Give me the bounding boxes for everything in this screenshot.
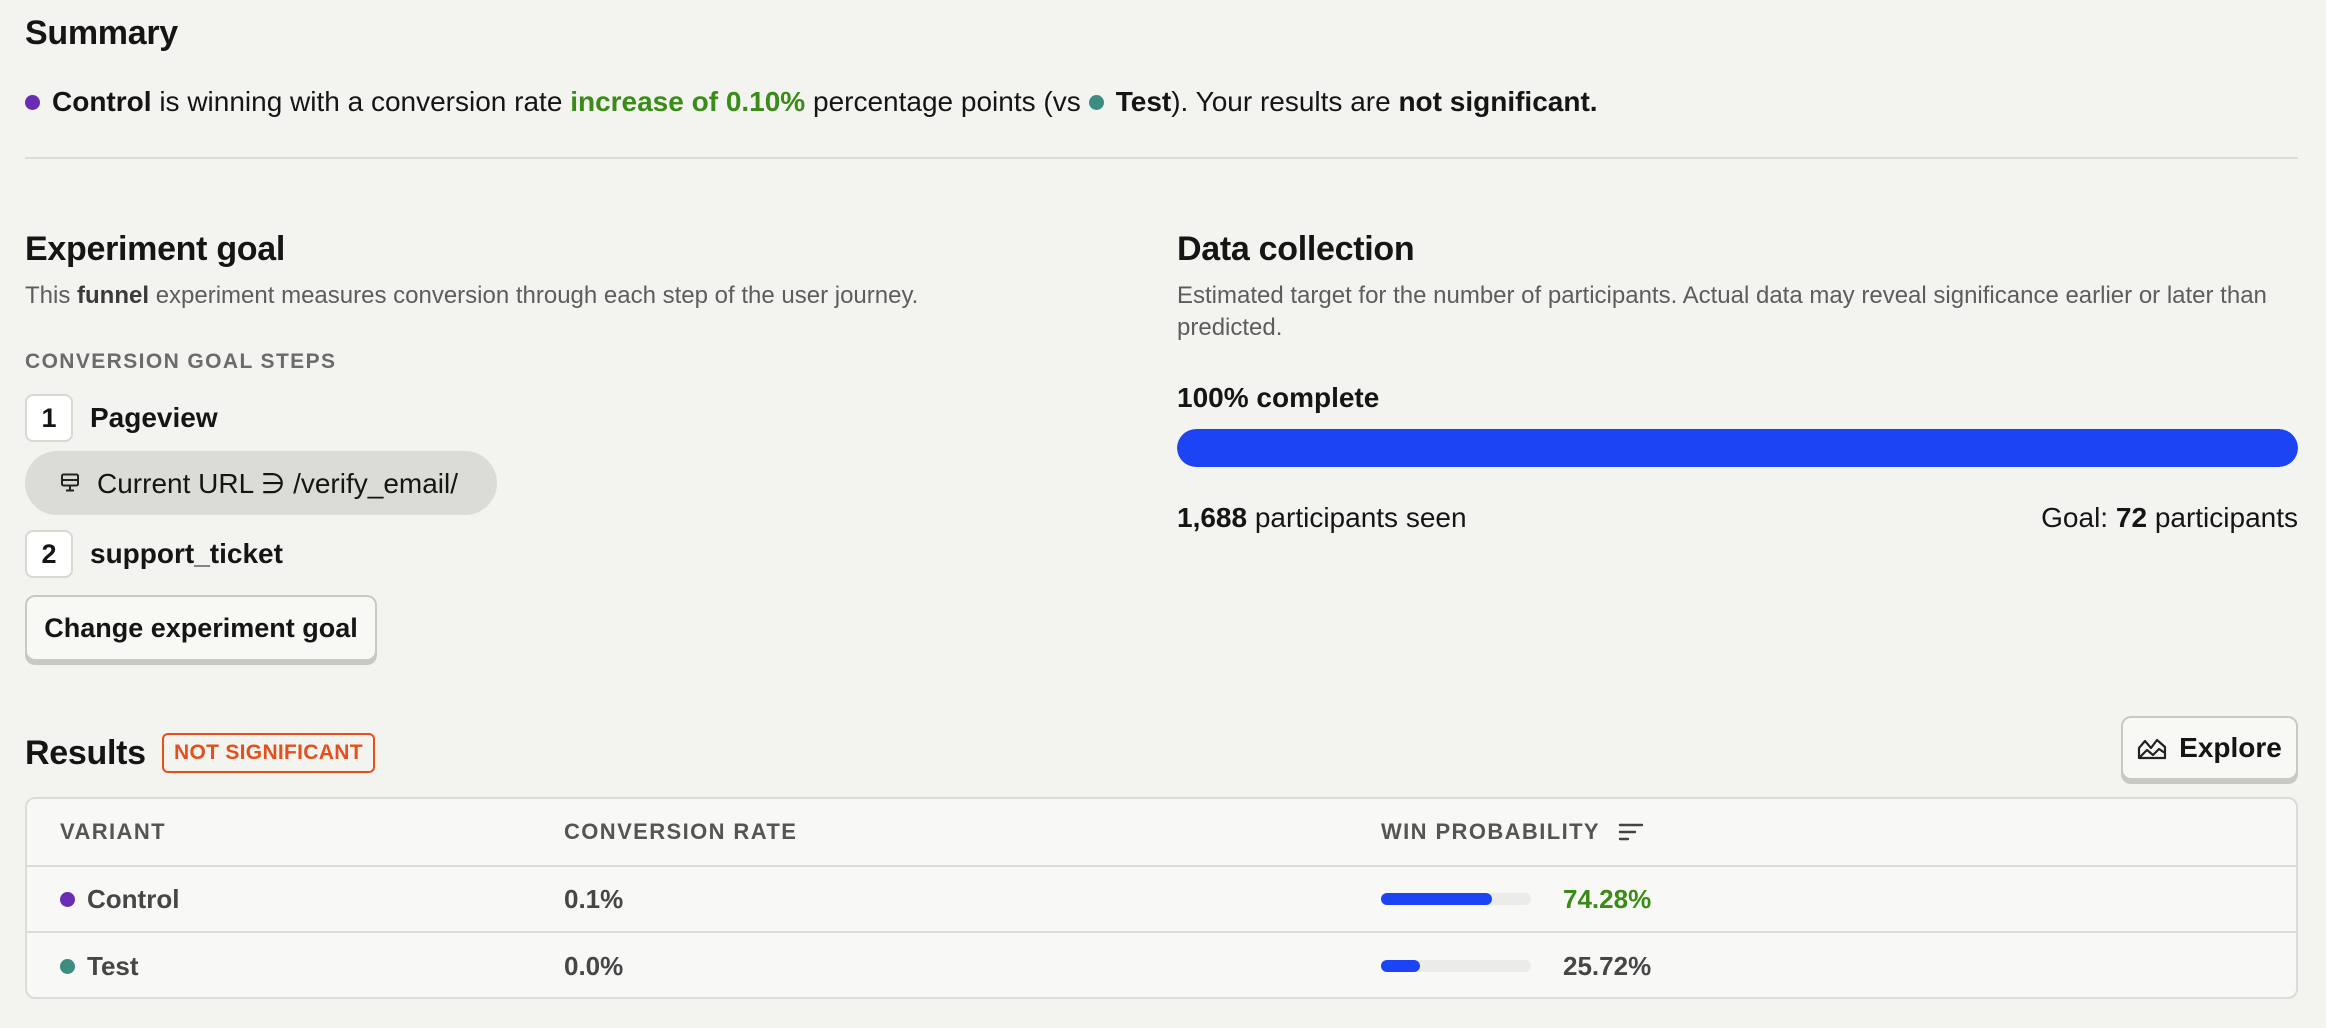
table-row: Control 0.1% 74.28% bbox=[27, 867, 2296, 933]
chart-area-icon bbox=[2137, 735, 2167, 761]
table-row: Test 0.0% 25.72% bbox=[27, 933, 2296, 997]
goal-suffix: participants bbox=[2154, 502, 2298, 533]
summary-significance: not significant. bbox=[1398, 86, 1598, 117]
summary-increase: increase of 0.10% bbox=[570, 86, 806, 117]
win-probability-value: 74.28% bbox=[1563, 883, 1652, 914]
table-header: VARIANT CONVERSION RATE WIN PROBABILITY bbox=[27, 799, 2296, 867]
step-name: Pageview bbox=[90, 402, 218, 433]
conversion-goal-steps-label: CONVERSION GOAL STEPS bbox=[25, 350, 337, 373]
variant-name: Test bbox=[87, 950, 139, 981]
experiment-goal-title: Experiment goal bbox=[25, 230, 286, 268]
variant-cell: Test bbox=[60, 933, 139, 997]
win-probability-bar-fill bbox=[1381, 960, 1420, 972]
participants-seen: 1,688 participants seen bbox=[1177, 502, 1467, 534]
participants-goal: Goal: 72 participants bbox=[2041, 502, 2298, 534]
goal-desc-1: This bbox=[25, 282, 71, 309]
win-probability-bar bbox=[1381, 960, 1531, 972]
summary-control-name: Control bbox=[52, 86, 152, 117]
conversion-rate-cell: 0.0% bbox=[564, 950, 624, 981]
goal-desc-bold: funnel bbox=[77, 282, 150, 309]
change-experiment-goal-button[interactable]: Change experiment goal bbox=[25, 595, 377, 661]
goal-step-2: 2 support_ticket bbox=[25, 530, 283, 578]
participants-text: participants seen bbox=[1254, 502, 1467, 533]
filter-text: Current URL ∋ /verify_email/ bbox=[97, 467, 459, 499]
significance-badge: NOT SIGNIFICANT bbox=[162, 733, 375, 773]
monitor-icon bbox=[59, 472, 81, 494]
progress-label: 100% complete bbox=[1177, 382, 1380, 413]
goal-desc-2: experiment measures conversion through e… bbox=[155, 282, 919, 309]
variant-name: Control bbox=[87, 883, 180, 914]
step-filter-pill[interactable]: Current URL ∋ /verify_email/ bbox=[25, 451, 497, 515]
column-header-win-probability[interactable]: WIN PROBABILITY bbox=[1381, 799, 1644, 865]
summary-divider bbox=[25, 157, 2298, 159]
results-title: Results bbox=[25, 734, 146, 772]
summary-test-name: Test bbox=[1115, 86, 1172, 117]
win-probability-bar bbox=[1381, 893, 1531, 905]
win-probability-value: 25.72% bbox=[1563, 950, 1652, 981]
win-probability-cell: 25.72% bbox=[1381, 933, 1652, 997]
control-dot bbox=[60, 891, 75, 907]
data-collection-title: Data collection bbox=[1177, 230, 1415, 268]
summary-text-3: ). Your results are bbox=[1171, 86, 1391, 117]
step-name: support_ticket bbox=[90, 538, 283, 569]
results-table: VARIANT CONVERSION RATE WIN PROBABILITY … bbox=[25, 797, 2298, 999]
summary-text-2: percentage points (vs bbox=[813, 86, 1081, 117]
goal-count: 72 bbox=[2115, 502, 2148, 533]
column-header-conversion-rate[interactable]: CONVERSION RATE bbox=[564, 819, 798, 844]
experiment-goal-description: This funnel experiment measures conversi… bbox=[25, 280, 918, 312]
step-number: 1 bbox=[25, 394, 73, 442]
conversion-rate-cell: 0.1% bbox=[564, 883, 624, 914]
win-probability-bar-fill bbox=[1381, 893, 1493, 905]
summary-title: Summary bbox=[25, 14, 178, 52]
control-dot bbox=[25, 94, 40, 110]
explore-label: Explore bbox=[2179, 732, 2282, 763]
progress-bar-fill bbox=[1177, 429, 2298, 467]
data-collection-description: Estimated target for the number of parti… bbox=[1177, 282, 2267, 341]
win-probability-label: WIN PROBABILITY bbox=[1381, 819, 1600, 844]
goal-prefix: Goal: bbox=[2041, 502, 2109, 533]
column-header-variant[interactable]: VARIANT bbox=[60, 819, 166, 844]
participants-count: 1,688 bbox=[1177, 502, 1248, 533]
sort-icon[interactable] bbox=[1618, 822, 1644, 842]
test-dot bbox=[60, 958, 75, 974]
goal-step-1: 1 Pageview bbox=[25, 394, 218, 442]
test-dot bbox=[1088, 94, 1104, 110]
step-number: 2 bbox=[25, 530, 73, 578]
explore-button[interactable]: Explore bbox=[2121, 716, 2298, 780]
progress-bar bbox=[1177, 429, 2298, 467]
summary-text-1: is winning with a conversion rate bbox=[159, 86, 563, 117]
summary-sentence: Control is winning with a conversion rat… bbox=[25, 86, 1598, 118]
win-probability-cell: 74.28% bbox=[1381, 867, 1651, 931]
variant-cell: Control bbox=[60, 867, 179, 931]
